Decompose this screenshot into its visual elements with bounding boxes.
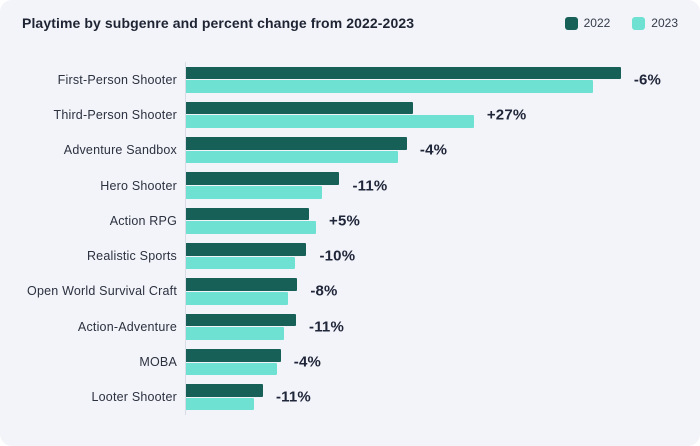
category-label: Adventure Sandbox <box>63 143 177 158</box>
chart-row: Looter Shooter -11% <box>0 379 700 415</box>
plot-area: -10% <box>185 238 673 274</box>
category-label: Hero Shooter <box>100 178 177 193</box>
bar-2022 <box>186 313 296 327</box>
bar-2022 <box>186 66 621 80</box>
chart-row: Action-Adventure -11% <box>0 309 700 345</box>
chart-row: Third-Person Shooter +27% <box>0 97 700 133</box>
percent-change-label: -11% <box>352 177 388 195</box>
percent-change-label: -6% <box>633 71 662 89</box>
bar-2022 <box>186 207 310 221</box>
bar-2022 <box>186 278 298 291</box>
bar-2023 <box>186 221 316 234</box>
bar-2022 <box>186 172 340 186</box>
category-label: Looter Shooter <box>91 390 177 405</box>
bar-chart: First-Person Shooter -6% Third-Person Shoo… <box>0 62 700 415</box>
chart-row: Adventure Sandbox -4% <box>0 132 700 168</box>
bar-2023 <box>186 115 474 129</box>
plot-area: -4% <box>185 344 673 380</box>
chart-legend: 2022 2023 <box>564 16 678 30</box>
plot-area: -8% <box>185 273 673 310</box>
chart-row: Hero Shooter -11% <box>0 167 700 204</box>
percent-change-label: -8% <box>310 282 338 300</box>
plot-area: -6% <box>185 62 673 98</box>
chart-row: Realistic Sports -10% <box>0 238 700 274</box>
percent-change-label: -4% <box>293 353 322 371</box>
bar-2023 <box>186 327 284 340</box>
bar-2023 <box>186 362 277 376</box>
legend-label: 2023 <box>651 16 678 30</box>
chart-row: Action RPG +5% <box>0 203 700 239</box>
legend-swatch-2022 <box>564 16 578 30</box>
category-label: Action-Adventure <box>77 319 177 334</box>
bar-2023 <box>186 291 289 305</box>
bar-2022 <box>186 348 281 362</box>
legend-item-2022: 2022 <box>564 16 611 30</box>
plot-area: -11% <box>185 379 673 415</box>
bar-2023 <box>186 256 295 270</box>
percent-change-label: -10% <box>319 247 356 265</box>
plot-area: -11% <box>185 167 673 204</box>
chart-header: Playtime by subgenre and percent change … <box>0 0 700 31</box>
percent-change-label: -11% <box>275 388 311 406</box>
category-label: Open World Survival Craft <box>27 284 177 299</box>
bar-2023 <box>186 397 255 411</box>
chart-title: Playtime by subgenre and percent change … <box>22 15 415 31</box>
category-label: Action RPG <box>109 213 177 228</box>
legend-label: 2022 <box>583 16 611 30</box>
chart-row: MOBA -4% <box>0 344 700 380</box>
percent-change-label: +27% <box>486 106 527 124</box>
bar-2022 <box>186 384 263 397</box>
plot-area: -11% <box>185 309 673 345</box>
percent-change-label: -4% <box>419 141 448 159</box>
category-label: Third-Person Shooter <box>53 107 177 122</box>
percent-change-label: -11% <box>309 318 344 336</box>
category-label: First-Person Shooter <box>57 72 177 87</box>
plot-area: +27% <box>185 97 673 133</box>
legend-item-2023: 2023 <box>632 16 678 30</box>
plot-area: -4% <box>185 132 673 168</box>
bar-2022 <box>186 137 407 150</box>
bar-2022 <box>186 101 413 115</box>
category-label: Realistic Sports <box>86 249 177 264</box>
chart-row: First-Person Shooter -6% <box>0 62 700 98</box>
category-label: MOBA <box>139 355 177 370</box>
bar-2022 <box>186 243 307 256</box>
chart-row: Open World Survival Craft -8% <box>0 273 700 310</box>
bar-2023 <box>186 80 594 93</box>
legend-swatch-2023 <box>632 16 646 30</box>
percent-change-label: +5% <box>329 212 361 230</box>
bar-2023 <box>186 186 323 199</box>
bar-2023 <box>186 150 398 164</box>
plot-area: +5% <box>185 203 673 239</box>
